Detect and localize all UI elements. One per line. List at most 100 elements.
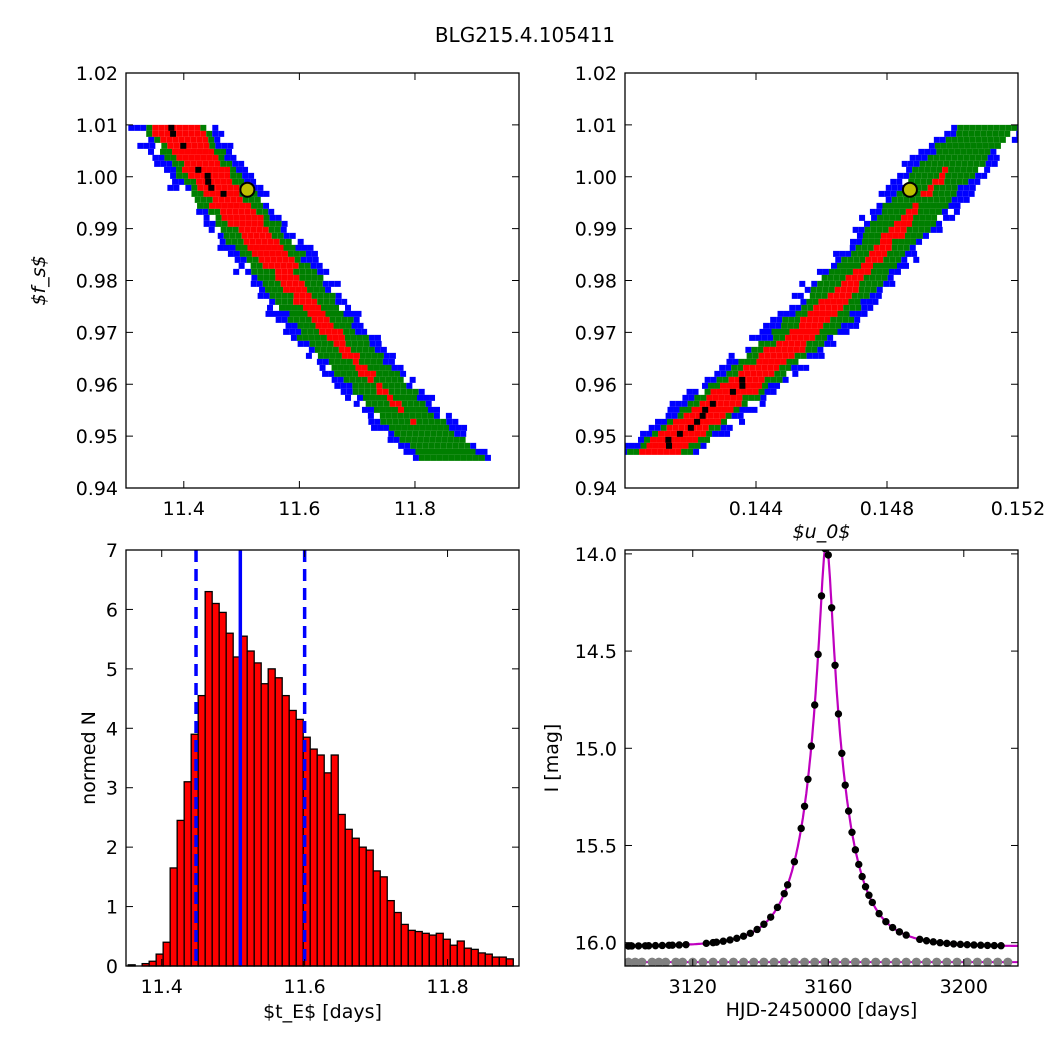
density-cell — [385, 406, 392, 413]
density-cell — [317, 316, 324, 323]
density-cell — [460, 454, 467, 461]
density-cell — [407, 424, 414, 431]
density-cell — [876, 220, 883, 227]
density-cell — [283, 310, 290, 317]
observation-point — [780, 889, 788, 898]
density-cell — [329, 292, 336, 299]
density-cell — [298, 262, 305, 269]
density-cell — [818, 298, 825, 305]
density-cell — [726, 424, 733, 431]
density-cell — [658, 442, 665, 449]
density-cell — [801, 328, 808, 335]
density-cell — [297, 340, 304, 347]
density-cell — [806, 352, 813, 359]
density-cell — [781, 322, 788, 329]
density-cell — [861, 262, 868, 269]
y-tick-label: 6 — [106, 599, 118, 621]
density-cell — [722, 388, 729, 395]
density-cell — [881, 250, 888, 257]
density-cell — [916, 232, 923, 239]
density-cell — [1016, 130, 1018, 137]
density-cell — [376, 370, 383, 377]
density-cell — [960, 148, 967, 155]
density-cell — [803, 364, 810, 371]
density-cell — [719, 364, 726, 371]
density-cell — [899, 208, 906, 215]
density-cell — [358, 370, 365, 377]
density-cell — [172, 178, 179, 185]
density-cell — [986, 130, 993, 137]
density-cell — [453, 436, 460, 443]
density-cell — [894, 220, 901, 227]
density-cell — [337, 328, 344, 335]
density-cell — [285, 238, 292, 245]
density-cell — [134, 124, 141, 131]
density-cell — [401, 424, 408, 431]
density-cell — [231, 238, 238, 245]
density-cell — [652, 442, 659, 449]
density-cell — [945, 184, 952, 191]
density-cell — [841, 322, 848, 329]
density-cell — [779, 334, 786, 341]
density-cell — [696, 424, 703, 431]
density-cell — [682, 430, 689, 437]
density-cell — [263, 220, 270, 227]
density-cell — [897, 184, 904, 191]
density-cell — [931, 160, 938, 167]
density-cell — [777, 328, 784, 335]
density-cell — [464, 442, 471, 449]
observation-point — [797, 824, 805, 833]
density-cell — [939, 196, 946, 203]
density-cell — [421, 412, 428, 419]
density-cell — [341, 298, 348, 305]
density-cell — [1011, 136, 1018, 143]
density-cell — [897, 172, 904, 179]
y-tick-label: 0.98 — [575, 271, 617, 293]
density-cell — [935, 208, 942, 215]
density-cell — [293, 316, 300, 323]
density-cell — [889, 214, 896, 221]
density-cell — [347, 352, 354, 359]
density-cell — [405, 436, 412, 443]
density-cell — [376, 358, 383, 365]
density-cell — [389, 424, 396, 431]
density-cell — [356, 346, 363, 353]
density-cell — [287, 316, 294, 323]
density-cell — [909, 244, 916, 251]
density-cell — [259, 244, 266, 251]
density-cell — [836, 316, 843, 323]
density-cell — [916, 238, 923, 245]
observation-point — [766, 913, 775, 921]
observation-point — [841, 781, 849, 789]
density-cell — [930, 166, 937, 173]
density-cell — [202, 136, 209, 143]
density-cell — [789, 328, 796, 335]
density-cell — [726, 382, 733, 389]
density-cell — [146, 130, 153, 137]
density-cell — [227, 190, 234, 197]
density-cell — [703, 418, 710, 425]
density-cell — [662, 436, 669, 443]
density-cell — [984, 166, 991, 173]
density-cell — [958, 142, 965, 149]
density-cell — [214, 178, 221, 185]
density-cell — [321, 340, 328, 347]
density-cell — [369, 340, 376, 347]
density-cell — [160, 160, 167, 167]
density-cell — [351, 322, 358, 329]
density-cell — [176, 166, 183, 173]
density-cell — [976, 142, 983, 149]
density-cell — [226, 148, 233, 155]
density-cell — [239, 214, 246, 221]
density-cell — [400, 388, 407, 395]
density-cell — [892, 238, 899, 245]
density-cell — [191, 190, 198, 197]
density-cell — [945, 196, 952, 203]
density-cell — [813, 310, 820, 317]
density-cell — [452, 442, 459, 449]
density-cell — [206, 154, 213, 161]
observation-point — [943, 939, 951, 948]
density-cell — [436, 454, 443, 461]
density-cell — [765, 328, 772, 335]
observation-point — [888, 923, 897, 932]
